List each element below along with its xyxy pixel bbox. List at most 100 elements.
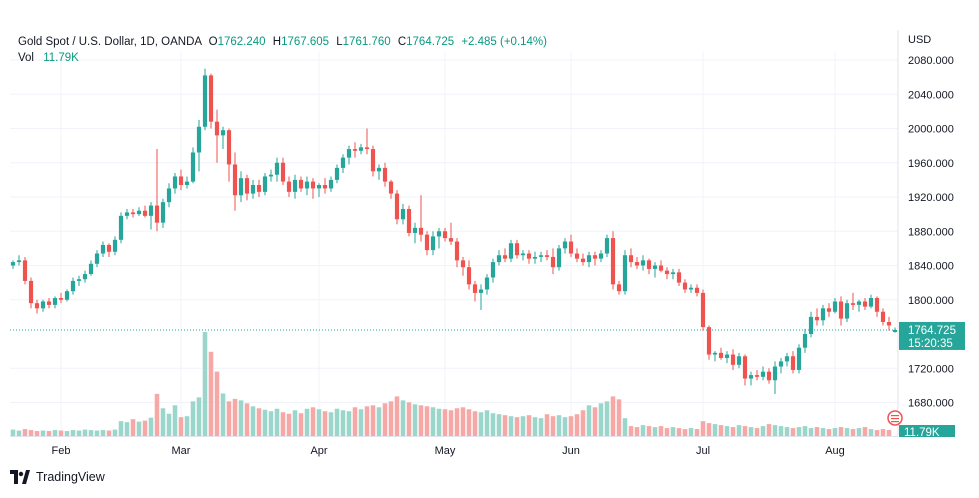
candle-body bbox=[706, 327, 712, 355]
volume-bar bbox=[280, 412, 286, 436]
candle-body bbox=[664, 270, 670, 275]
candle-body bbox=[304, 181, 310, 189]
volume-bar bbox=[658, 426, 664, 436]
candle-body bbox=[724, 354, 730, 358]
volume-bar bbox=[394, 396, 400, 436]
candle-body bbox=[340, 157, 346, 168]
candle-body bbox=[616, 284, 622, 292]
candle-body bbox=[874, 298, 880, 312]
low-value: 1761.760 bbox=[342, 36, 391, 48]
volume-bar bbox=[28, 430, 34, 436]
candle-body bbox=[502, 255, 508, 259]
volume-bar bbox=[226, 401, 232, 436]
candle-body bbox=[142, 210, 148, 216]
y-tick-label: 1720.000 bbox=[908, 363, 954, 375]
volume-bar bbox=[364, 406, 370, 436]
volume-bar bbox=[838, 427, 844, 436]
volume-bar bbox=[826, 429, 832, 436]
volume-bar bbox=[124, 422, 130, 436]
candle-body bbox=[466, 267, 472, 285]
candle-body bbox=[478, 289, 484, 293]
volume-bar bbox=[208, 351, 214, 436]
volume-bar bbox=[58, 430, 64, 436]
candle-body bbox=[442, 231, 448, 239]
candle-body bbox=[238, 178, 244, 196]
candle-body bbox=[316, 185, 322, 189]
candle-body bbox=[448, 238, 454, 242]
candle-body bbox=[556, 248, 562, 268]
candle-body bbox=[808, 316, 814, 334]
candle-body bbox=[730, 354, 736, 365]
volume-bar bbox=[442, 409, 448, 436]
volume-bar bbox=[856, 428, 862, 436]
volume-bar bbox=[802, 426, 808, 436]
volume-bar bbox=[868, 429, 874, 436]
candle-body bbox=[418, 227, 424, 235]
volume-bar bbox=[556, 415, 562, 436]
candle-body bbox=[700, 292, 706, 328]
tradingview-logo[interactable]: TradingView bbox=[10, 470, 105, 484]
volume-bar bbox=[190, 401, 196, 436]
volume-bar bbox=[574, 414, 580, 436]
volume-badge-label: 11.79K bbox=[904, 427, 940, 439]
volume-bar bbox=[292, 410, 298, 436]
volume-bar bbox=[286, 413, 292, 436]
candle-body bbox=[322, 185, 328, 189]
candle-body bbox=[508, 243, 514, 259]
volume-bar bbox=[196, 397, 202, 436]
candle-body bbox=[412, 227, 418, 233]
candle-body bbox=[574, 253, 580, 259]
candle-body bbox=[550, 256, 556, 268]
volume-bar bbox=[88, 430, 94, 436]
volume-bar bbox=[238, 400, 244, 436]
volume-bar bbox=[862, 427, 868, 436]
candle-body bbox=[64, 291, 70, 300]
candle-body bbox=[118, 215, 124, 240]
candle-body bbox=[22, 260, 28, 281]
x-tick-label: Jul bbox=[696, 445, 710, 457]
volume-bar bbox=[142, 420, 148, 436]
volume-bar bbox=[346, 411, 352, 436]
candle-body bbox=[814, 316, 820, 321]
candle-body bbox=[646, 260, 652, 269]
volume-bar bbox=[172, 405, 178, 436]
volume-bar bbox=[670, 427, 676, 436]
candle-body bbox=[838, 301, 844, 319]
volume-bar bbox=[118, 421, 124, 436]
volume-bar bbox=[886, 430, 892, 436]
volume-bar bbox=[874, 430, 880, 436]
price-chart[interactable]: 2080.000 2040.000 2000.000 1960.000 1920.000… bbox=[0, 0, 979, 470]
volume-bar bbox=[424, 406, 430, 436]
candle-body bbox=[778, 361, 784, 367]
volume-bar bbox=[832, 428, 838, 436]
volume-bar bbox=[352, 407, 358, 436]
candle-body bbox=[94, 253, 100, 264]
candle-body bbox=[568, 241, 574, 254]
volume-bar bbox=[214, 371, 220, 436]
volume-bar bbox=[70, 430, 76, 436]
candle-body bbox=[232, 164, 238, 196]
candle-body bbox=[538, 255, 544, 257]
volume-bar bbox=[472, 411, 478, 436]
candle-body bbox=[196, 126, 202, 153]
candle-body bbox=[796, 347, 802, 370]
volume-bar bbox=[376, 407, 382, 436]
volume-bar bbox=[688, 428, 694, 436]
volume-bar bbox=[484, 410, 490, 436]
tradingview-icon bbox=[10, 470, 30, 484]
volume-bar bbox=[166, 413, 172, 436]
volume-bar bbox=[520, 416, 526, 436]
candle-body bbox=[358, 147, 364, 151]
volume-bar bbox=[808, 428, 814, 436]
flag-stripe bbox=[891, 418, 899, 420]
volume-bar bbox=[796, 427, 802, 436]
volume-bar bbox=[814, 427, 820, 436]
candle-body bbox=[82, 274, 88, 280]
candle-body bbox=[544, 255, 550, 257]
candle-body bbox=[496, 255, 502, 263]
candle-body bbox=[112, 239, 118, 252]
volume-bar bbox=[52, 430, 58, 436]
candle-body bbox=[58, 298, 64, 300]
candle-body bbox=[436, 231, 442, 237]
volume-bar bbox=[820, 428, 826, 436]
